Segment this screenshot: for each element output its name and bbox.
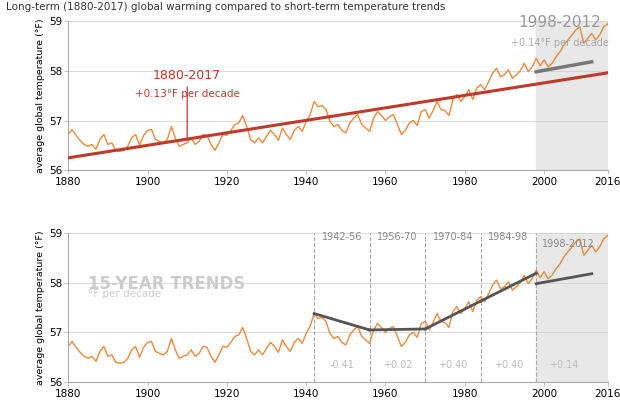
Bar [536,233,608,382]
Y-axis label: average global temperature (°F): average global temperature (°F) [36,230,45,385]
Text: -0.41: -0.41 [329,360,354,370]
Text: °F per decade: °F per decade [88,289,161,299]
Text: Long-term (1880-2017) global warming compared to short-term temperature trends: Long-term (1880-2017) global warming com… [6,2,446,12]
Text: 1880-2017: 1880-2017 [153,69,221,82]
Text: 1956-70: 1956-70 [377,232,418,242]
Text: +0.14°F per decade: +0.14°F per decade [511,38,609,48]
Text: +0.40: +0.40 [438,360,467,370]
Text: +0.02: +0.02 [383,360,412,370]
Text: 1984-98: 1984-98 [489,232,529,242]
Text: 1970-84: 1970-84 [433,232,473,242]
Text: 1998-2012: 1998-2012 [541,239,595,249]
Text: +0.40: +0.40 [494,360,523,370]
Text: 15-YEAR TRENDS: 15-YEAR TRENDS [88,275,246,293]
Text: +0.14: +0.14 [549,360,578,370]
Text: +0.13°F per decade: +0.13°F per decade [135,89,239,99]
Y-axis label: average global temperature (°F): average global temperature (°F) [36,18,45,173]
Bar [536,21,608,170]
Text: 1998-2012: 1998-2012 [519,15,601,30]
Text: 1942-56: 1942-56 [322,232,362,242]
